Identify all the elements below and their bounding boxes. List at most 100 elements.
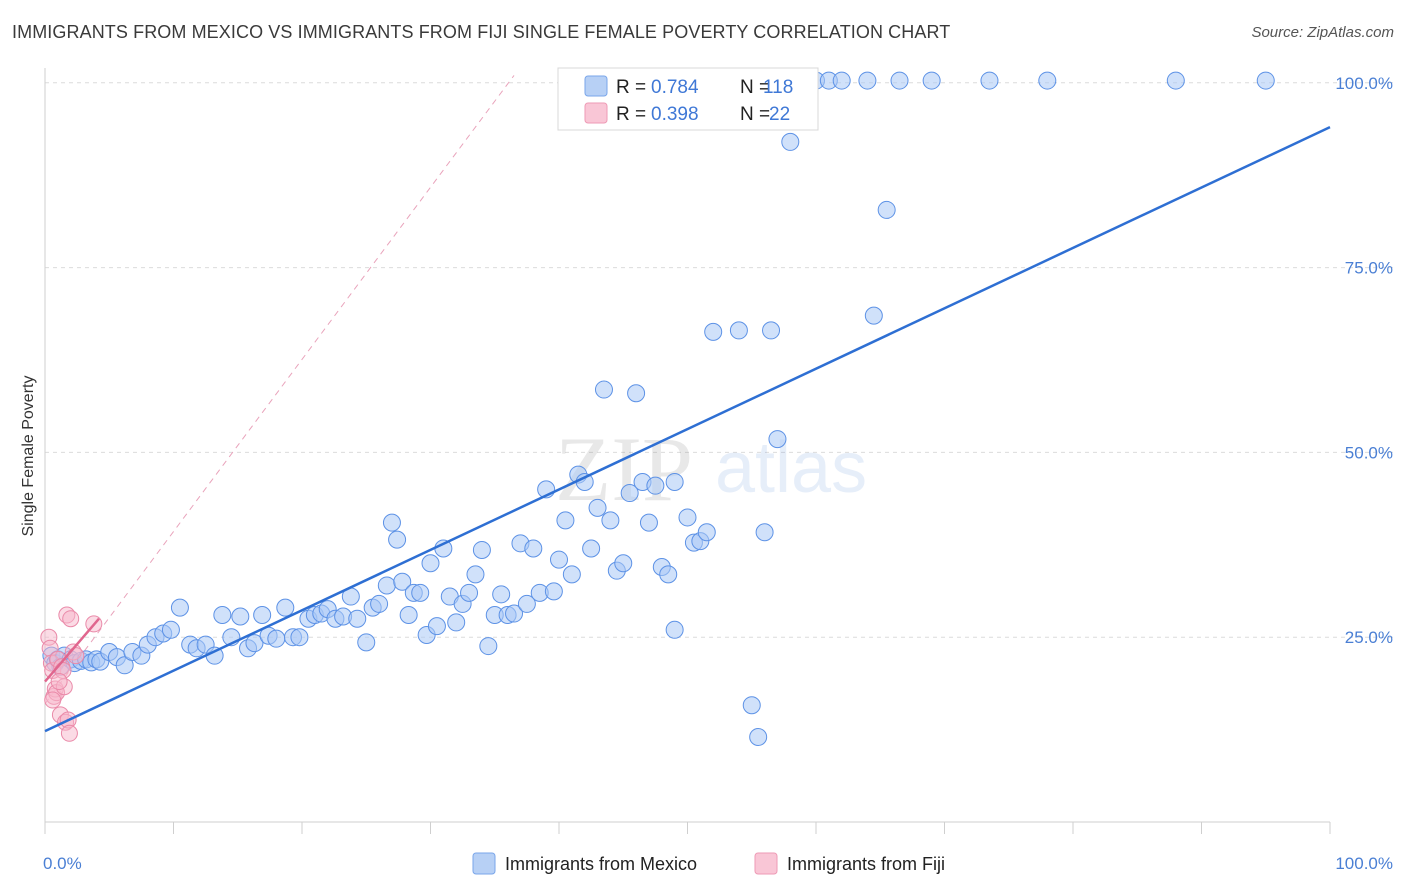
mexico-point bbox=[382, 513, 401, 532]
mexico-point bbox=[755, 523, 774, 542]
mexico-point bbox=[749, 727, 768, 746]
x-tick-label: 0.0% bbox=[43, 854, 82, 873]
mexico-point bbox=[427, 617, 446, 636]
mexico-point bbox=[348, 609, 367, 628]
fiji-point bbox=[62, 610, 80, 628]
mexico-point bbox=[393, 572, 412, 591]
mexico-point bbox=[864, 306, 883, 325]
mexico-point bbox=[231, 607, 250, 626]
x-tick-label: 100.0% bbox=[1335, 854, 1393, 873]
gridlines bbox=[45, 82, 1395, 638]
mexico-point bbox=[922, 71, 941, 90]
legend-mexico-r-label: R = bbox=[616, 77, 646, 98]
mexico-point bbox=[594, 380, 613, 399]
mexico-point bbox=[729, 321, 748, 340]
y-tick-label: 50.0% bbox=[1345, 443, 1393, 462]
mexico-point bbox=[267, 629, 286, 648]
bottom-legend-mexico: Immigrants from Mexico bbox=[505, 854, 697, 874]
bottom-legend-fiji: Immigrants from Fiji bbox=[787, 854, 945, 874]
stats-legend: R = 0.784 N = 118 R = 0.398 N = 22 bbox=[557, 67, 819, 131]
fiji-point bbox=[60, 724, 78, 742]
legend-mexico-swatch bbox=[584, 75, 608, 97]
mexico-point bbox=[877, 200, 896, 219]
mexico-point bbox=[290, 628, 309, 647]
mexico-point bbox=[370, 594, 389, 613]
source-label: Source: ZipAtlas.com bbox=[1251, 24, 1394, 41]
mexico-point bbox=[742, 696, 761, 715]
mexico-point bbox=[620, 484, 639, 503]
fiji-extrapolated-trendline bbox=[44, 75, 515, 705]
mexico-point bbox=[646, 476, 665, 495]
mexico-point bbox=[245, 634, 264, 653]
trendlines bbox=[44, 126, 1331, 733]
legend-mexico-r: 0.784 bbox=[651, 77, 699, 98]
bottom-legend-fiji-swatch bbox=[754, 852, 778, 875]
mexico-trendline bbox=[44, 126, 1331, 733]
legend-fiji-swatch bbox=[584, 102, 608, 124]
fiji-point bbox=[50, 673, 68, 691]
mexico-point bbox=[161, 620, 180, 639]
mexico-point bbox=[980, 71, 999, 90]
y-tick-label: 75.0% bbox=[1345, 259, 1393, 278]
mexico-point bbox=[781, 132, 800, 151]
mexico-point bbox=[1038, 71, 1057, 90]
mexico-point bbox=[421, 554, 440, 573]
mexico-point bbox=[582, 539, 601, 558]
fiji-point bbox=[44, 691, 62, 709]
mexico-point bbox=[858, 71, 877, 90]
y-tick-label: 100.0% bbox=[1335, 74, 1393, 93]
mexico-point bbox=[1256, 71, 1275, 90]
mexico-point bbox=[466, 565, 485, 584]
mexico-point bbox=[762, 321, 781, 340]
mexico-point bbox=[357, 633, 376, 652]
mexico-point bbox=[697, 523, 716, 542]
y-axis-label: Single Female Poverty bbox=[20, 376, 37, 537]
mexico-point bbox=[517, 594, 536, 613]
mexico-point bbox=[377, 576, 396, 595]
mexico-point bbox=[639, 513, 658, 532]
mexico-point bbox=[1166, 71, 1185, 90]
mexico-point bbox=[505, 604, 524, 623]
mexico-point bbox=[768, 430, 787, 449]
mexico-point bbox=[472, 540, 491, 559]
legend-mexico-n-label: N = bbox=[740, 77, 770, 98]
mexico-point bbox=[832, 71, 851, 90]
mexico-point bbox=[447, 613, 466, 632]
mexico-point bbox=[575, 472, 594, 491]
mexico-point bbox=[460, 583, 479, 602]
mexico-point bbox=[492, 585, 511, 604]
legend-fiji-n: 22 bbox=[769, 104, 790, 125]
mexico-point bbox=[115, 656, 134, 675]
mexico-point bbox=[614, 554, 633, 573]
fiji-point bbox=[67, 647, 85, 665]
chart-title: IMMIGRANTS FROM MEXICO VS IMMIGRANTS FRO… bbox=[12, 22, 951, 42]
mexico-point bbox=[627, 384, 646, 403]
mexico-point bbox=[659, 565, 678, 584]
mexico-point bbox=[213, 606, 232, 625]
axes bbox=[44, 68, 1331, 834]
mexico-point bbox=[588, 498, 607, 517]
mexico-point bbox=[544, 582, 563, 601]
mexico-point bbox=[388, 530, 407, 549]
mexico-point bbox=[170, 598, 189, 617]
legend-mexico-n: 118 bbox=[763, 77, 793, 98]
mexico-point bbox=[479, 637, 498, 656]
mexico-point bbox=[890, 71, 909, 90]
legend-fiji-r: 0.398 bbox=[651, 104, 699, 125]
y-tick-label: 25.0% bbox=[1345, 628, 1393, 647]
mexico-point bbox=[276, 598, 295, 617]
mexico-point bbox=[678, 508, 697, 527]
mexico-point bbox=[704, 322, 723, 341]
fiji-trendline bbox=[44, 617, 100, 683]
mexico-point bbox=[550, 550, 568, 569]
mexico-point bbox=[562, 565, 581, 584]
fiji-trend-dashed bbox=[44, 75, 515, 705]
watermark-atlas: atlas bbox=[715, 428, 867, 508]
mexico-point bbox=[399, 606, 418, 625]
mexico-point bbox=[253, 606, 272, 625]
mexico-point bbox=[411, 583, 430, 602]
mexico-point bbox=[556, 511, 575, 530]
mexico-point bbox=[601, 511, 620, 530]
mexico-points bbox=[42, 71, 1275, 746]
